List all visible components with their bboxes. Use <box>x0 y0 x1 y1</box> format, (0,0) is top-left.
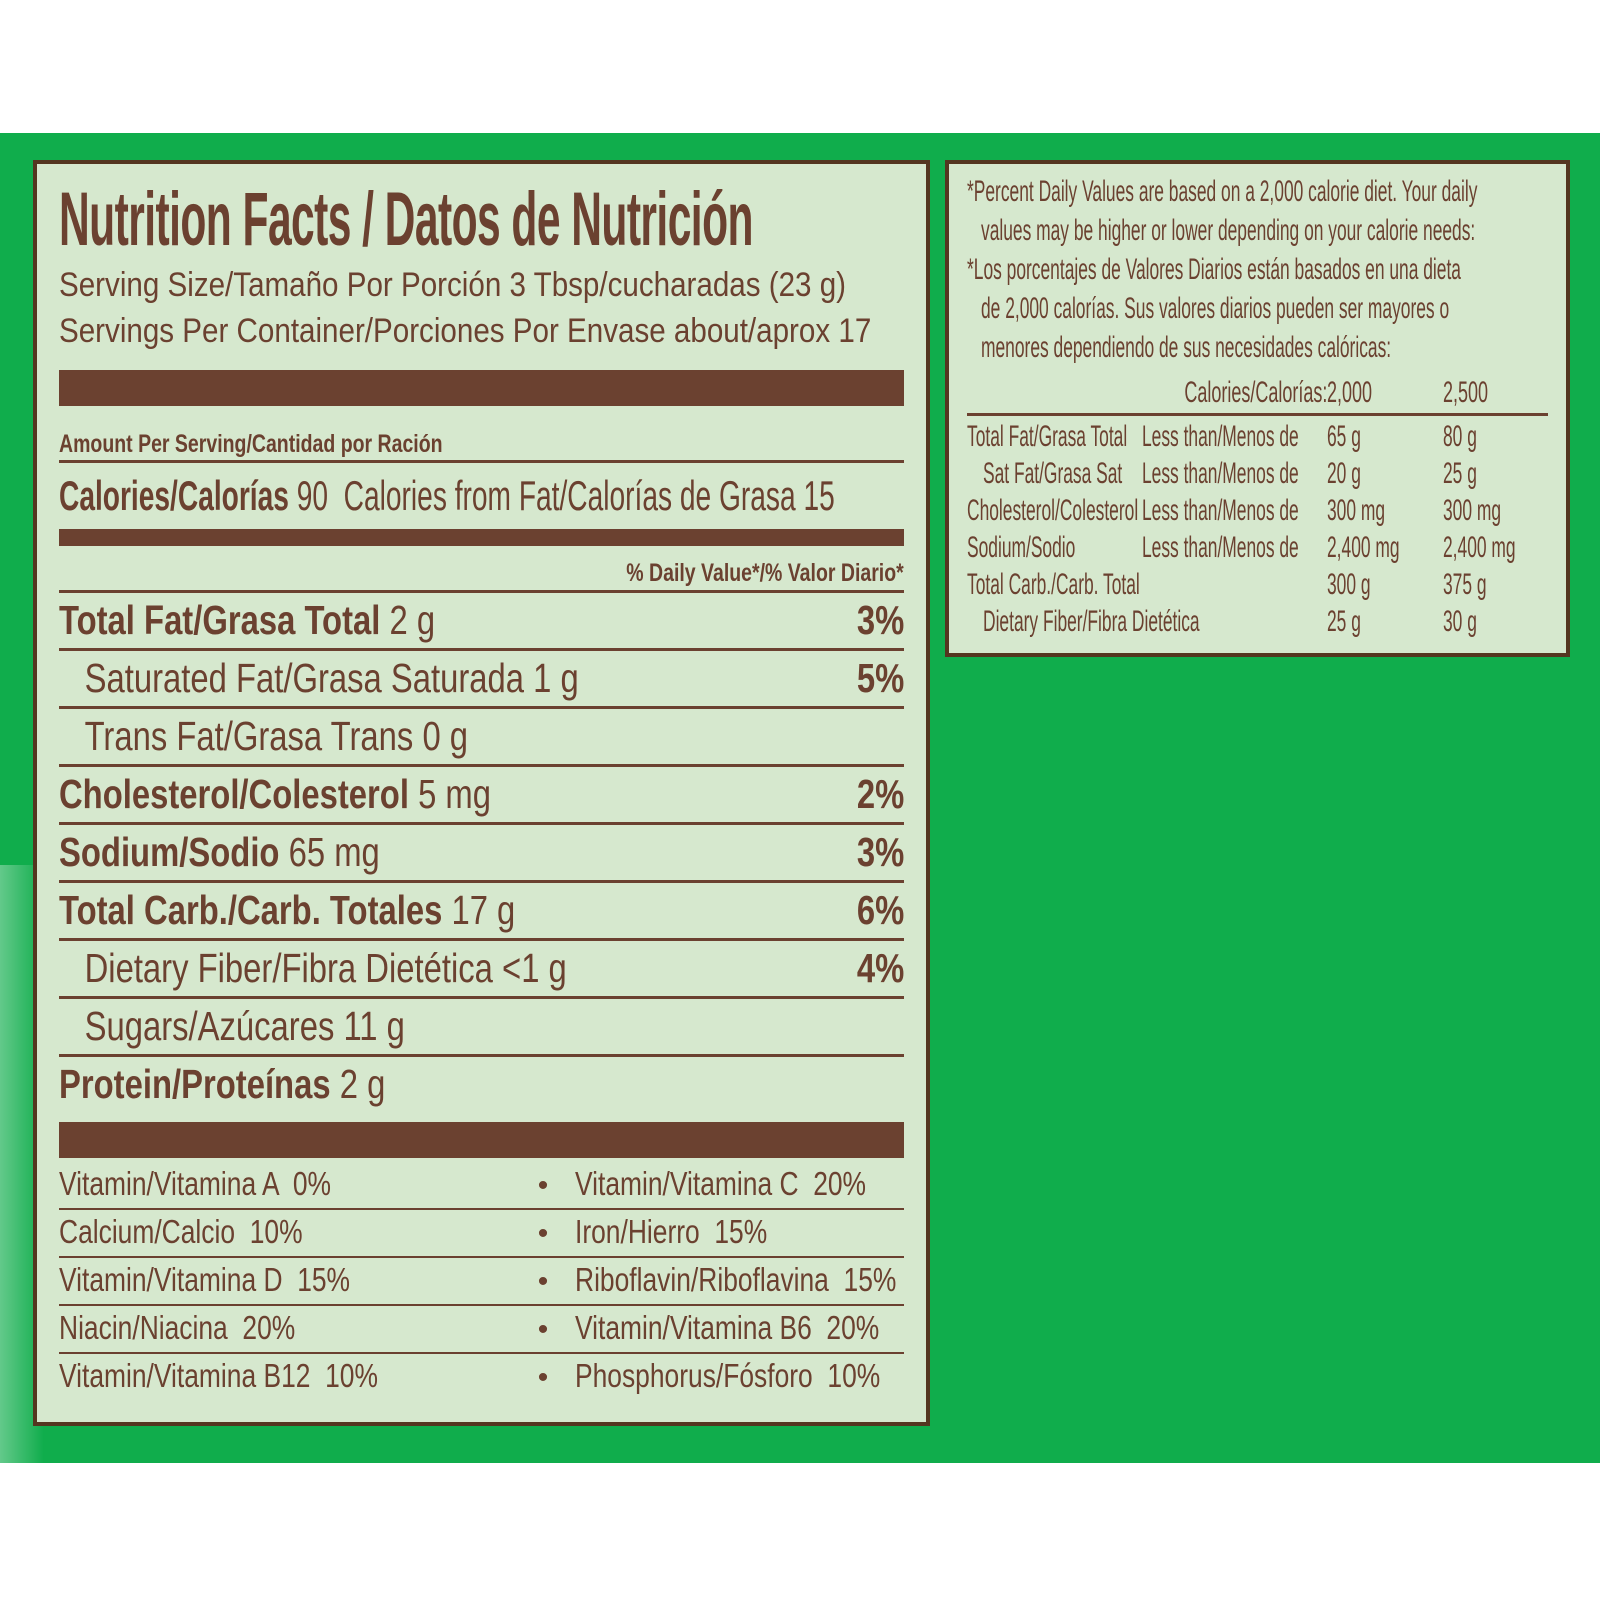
column-2000: 2,000 <box>1327 376 1373 409</box>
calories-value: 90 <box>296 472 329 519</box>
vitamin-row: Vitamin/Vitamina B12 10% • Phosphorus/Fó… <box>59 1354 904 1400</box>
vitamin-row: Calcium/Calcio 10% • Iron/Hierro 15% <box>59 1210 904 1258</box>
nutrient-row-sugars: Sugars/Azúcares 11 g <box>59 999 904 1057</box>
reference-table-row: Cholesterol/Colesterol Less than/Menos d… <box>967 494 1502 527</box>
daily-value-percent: 5% <box>856 655 904 701</box>
footnote-line: values may be higher or lower depending … <box>981 214 1476 247</box>
footnote-line: de 2,000 calorías. Sus valores diarios p… <box>981 292 1450 325</box>
reference-table-row: Sat Fat/Grasa Sat Less than/Menos de 20 … <box>983 457 1477 490</box>
separator-bar-thick <box>59 1122 904 1158</box>
calories-row: Calories/Calorías 90 Calories from Fat/C… <box>59 463 904 529</box>
nutrient-row-total-carb: Total Carb./Carb. Totales 17 g 6% <box>59 883 904 941</box>
amount-per-serving-header: Amount Per Serving/Cantidad por Ración <box>59 430 443 458</box>
reference-values-table: Calories/Calorías: 2,000 2,500 Total Fat… <box>967 375 1548 640</box>
nutrient-row-saturated-fat: Saturated Fat/Grasa Saturada 1 g 5% <box>59 651 904 709</box>
vitamin-row: Vitamin/Vitamina D 15% • Riboflavin/Ribo… <box>59 1258 904 1306</box>
bullet-separator: • <box>537 1169 549 1202</box>
column-2500: 2,500 <box>1443 376 1489 409</box>
separator-bar-thick <box>59 370 904 406</box>
servings-per-container-line: Servings Per Container/Porciones Por Env… <box>59 312 872 350</box>
daily-value-percent: 2% <box>856 771 904 817</box>
daily-value-percent: 3% <box>856 597 904 643</box>
nutrition-facts-title: Nutrition Facts / Datos de Nutrición <box>59 177 754 262</box>
bullet-separator: • <box>537 1313 549 1346</box>
vitamin-row: Niacin/Niacina 20% • Vitamin/Vitamina B6… <box>59 1306 904 1354</box>
calories-label: Calories/Calorías <box>59 472 289 519</box>
footnote-line: *Los porcentajes de Valores Diarios está… <box>967 253 1461 286</box>
daily-values-footnote-panel: *Percent Daily Values are based on a 2,0… <box>945 160 1570 657</box>
footnote-line: menores dependiendo de sus necesidades c… <box>981 331 1392 364</box>
separator-line <box>967 413 1548 416</box>
nutrition-facts-panel: Nutrition Facts / Datos de Nutrición Ser… <box>33 160 930 1426</box>
footnote-line: *Percent Daily Values are based on a 2,0… <box>967 175 1478 208</box>
bullet-separator: • <box>537 1361 549 1394</box>
nutrient-row-cholesterol: Cholesterol/Colesterol 5 mg 2% <box>59 767 904 825</box>
calories-from-fat-value: 15 <box>803 472 835 519</box>
bullet-separator: • <box>537 1265 549 1298</box>
reference-table-header: Calories/Calorías: 2,000 2,500 <box>967 375 1548 411</box>
vitamin-row: Vitamin/Vitamina A 0% • Vitamin/Vitamina… <box>59 1162 904 1210</box>
reference-table-row: Sodium/Sodio Less than/Menos de 2,400 mg… <box>967 531 1516 564</box>
nutrient-row-protein: Protein/Proteínas 2 g <box>59 1061 386 1107</box>
vitamins-section: Vitamin/Vitamina A 0% • Vitamin/Vitamina… <box>59 1162 904 1400</box>
separator-line <box>59 460 904 463</box>
daily-value-percent: 6% <box>856 887 904 933</box>
separator-bar-medium <box>59 529 904 546</box>
daily-value-percent: 4% <box>856 945 904 991</box>
separator-line <box>59 590 904 593</box>
daily-value-percent: 3% <box>856 829 904 875</box>
serving-size-line: Serving Size/Tamaño Por Porción 3 Tbsp/c… <box>59 266 847 304</box>
calories-from-fat-label: Calories from Fat/Calorías de Grasa <box>343 472 796 519</box>
bullet-separator: • <box>537 1217 549 1250</box>
nutrient-row-trans-fat: Trans Fat/Grasa Trans 0 g <box>59 709 904 767</box>
nutrient-row-sodium: Sodium/Sodio 65 mg 3% <box>59 825 904 883</box>
daily-value-header: % Daily Value*/% Valor Diario* <box>626 559 904 587</box>
reference-table-row: Dietary Fiber/Fibra Dietética 25 g 30 g <box>983 605 1477 638</box>
calories-column-label: Calories/Calorías: <box>1183 376 1327 409</box>
reference-table-row: Total Carb./Carb. Total 300 g 375 g <box>967 568 1487 601</box>
nutrient-row-total-fat: Total Fat/Grasa Total 2 g 3% <box>59 593 904 651</box>
nutrient-row-dietary-fiber: Dietary Fiber/Fibra Dietética <1 g 4% <box>59 941 904 999</box>
reference-table-row: Total Fat/Grasa Total Less than/Menos de… <box>967 420 1477 453</box>
